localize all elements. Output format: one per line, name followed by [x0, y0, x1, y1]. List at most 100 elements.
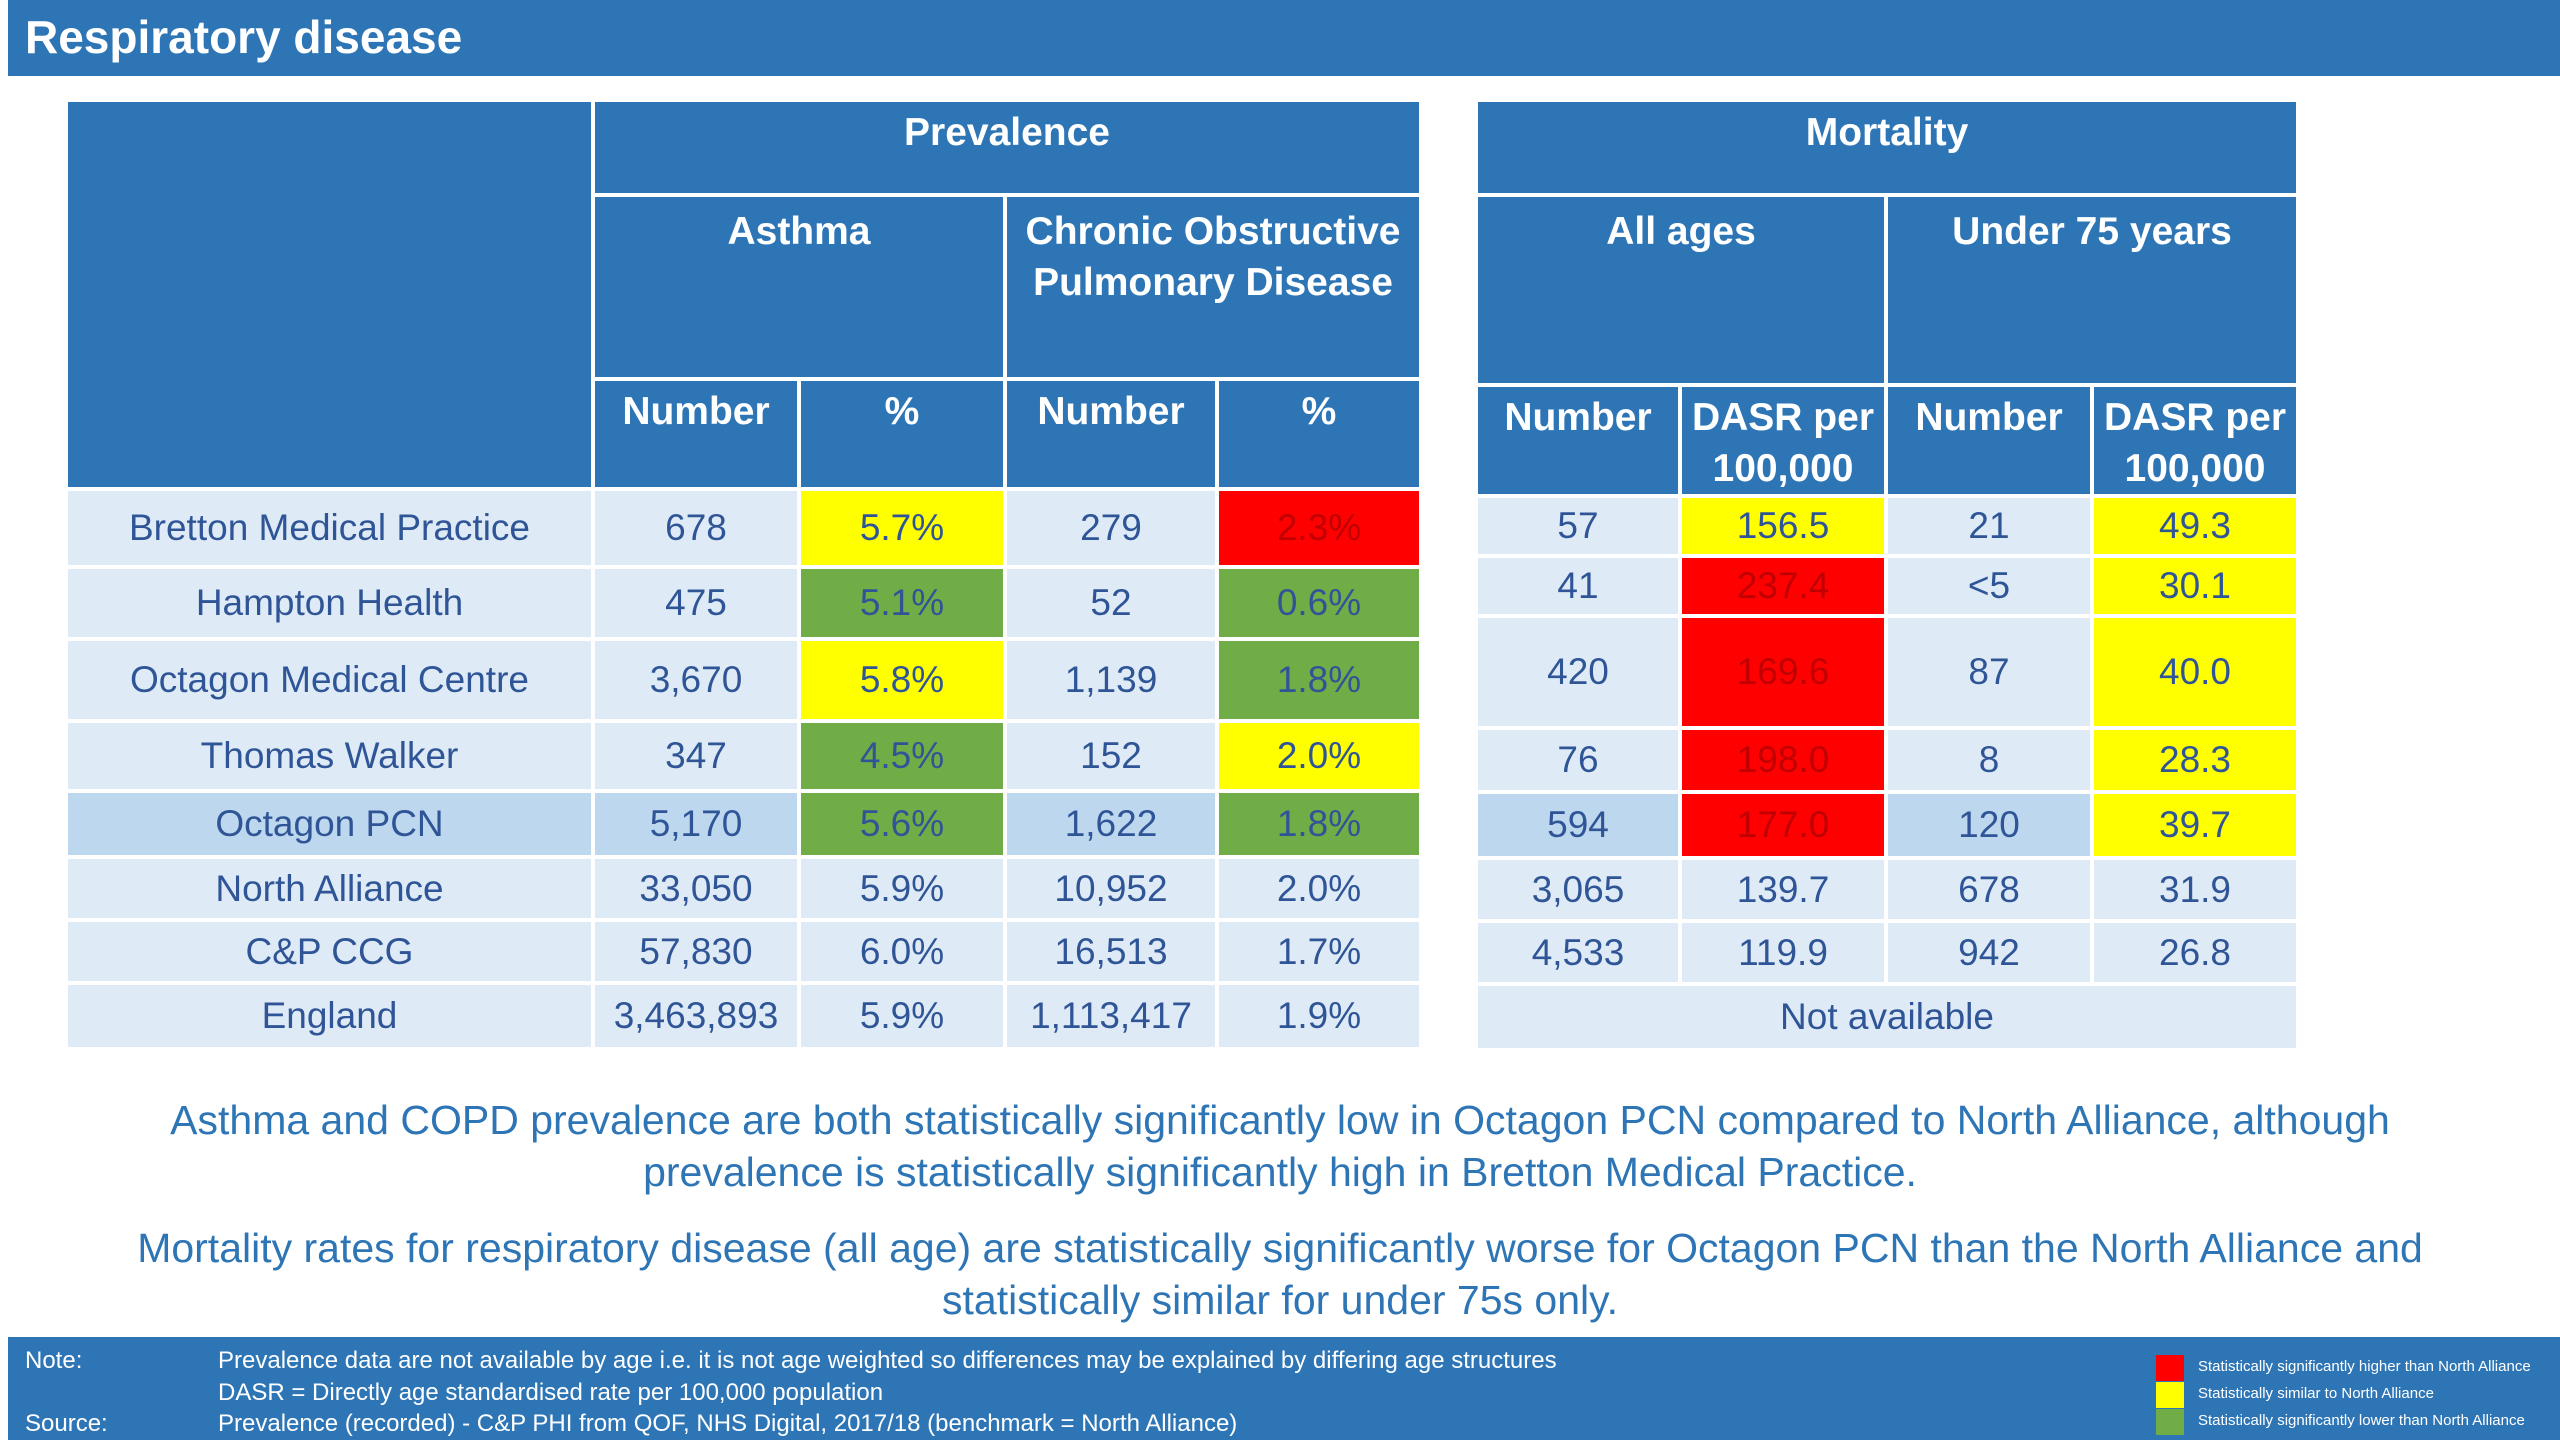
all-ages-dasr-cell: 177.0: [1678, 790, 1888, 861]
mortality-row: 76 198.0 8 28.3: [1474, 726, 2301, 795]
copd-percent-cell: 1.8%: [1215, 637, 1423, 723]
under75-dasr-cell: 31.9: [2089, 856, 2301, 924]
row-name-cell: Octagon Medical Centre: [64, 637, 595, 723]
all-ages-header: All ages: [1474, 193, 1888, 387]
all-ages-number-cell: 420: [1474, 614, 1682, 731]
asthma-percent-cell: 5.9%: [797, 855, 1007, 922]
asthma-percent-cell: 4.5%: [797, 719, 1007, 793]
all-ages-number-cell: 57: [1474, 494, 1682, 559]
prevalence-row: Bretton Medical Practice 678 5.7% 279 2.3%: [64, 487, 1423, 569]
asthma-number-header: Number: [591, 377, 801, 491]
all-ages-dasr-cell: 156.5: [1678, 494, 1888, 559]
row-name-cell: England: [64, 981, 595, 1051]
asthma-percent-cell: 5.7%: [797, 487, 1007, 569]
copd-number-cell: 279: [1003, 487, 1219, 569]
asthma-percent-cell: 5.1%: [797, 565, 1007, 641]
mortality-row: 57 156.5 21 49.3: [1474, 494, 2301, 559]
copd-number-cell: 10,952: [1003, 855, 1219, 922]
row-name-cell: Hampton Health: [64, 565, 595, 641]
prevalence-table: Prevalence Asthma Chronic Obstructive Pu…: [64, 98, 1423, 1051]
copd-number-cell: 1,622: [1003, 789, 1219, 859]
all-ages-dasr-cell: 169.6: [1678, 614, 1888, 731]
prevalence-row: England 3,463,893 5.9% 1,113,417 1.9%: [64, 981, 1423, 1051]
all-ages-dasr-cell: 139.7: [1678, 856, 1888, 924]
summary-paragraph-2: Mortality rates for respiratory disease …: [137, 1225, 2423, 1323]
asthma-number-cell: 678: [591, 487, 801, 569]
copd-percent-cell: 2.0%: [1215, 855, 1423, 922]
under75-dasr-cell: 30.1: [2089, 554, 2301, 619]
mortality-row: 420 169.6 87 40.0: [1474, 614, 2301, 731]
under75-header: Under 75 years: [1883, 193, 2301, 387]
not-available-cell: Not available: [1473, 982, 2301, 1053]
prevalence-row: North Alliance 33,050 5.9% 10,952 2.0%: [64, 855, 1423, 922]
all-ages-number-cell: 76: [1474, 726, 1682, 795]
summary-paragraph-1: Asthma and COPD prevalence are both stat…: [170, 1097, 2390, 1195]
asthma-percent-cell: 5.8%: [797, 637, 1007, 723]
note-label: Note:: [25, 1347, 83, 1374]
footer-notes: Note: Prevalence data are not available …: [8, 1337, 2560, 1440]
mortality-group-header: Mortality: [1473, 98, 2301, 197]
copd-percent-cell: 1.7%: [1215, 918, 1423, 985]
legend-swatch: [2156, 1409, 2184, 1435]
asthma-percent-cell: 5.6%: [797, 789, 1007, 859]
asthma-header: Asthma: [591, 193, 1007, 381]
u75-dasr-header: DASR per 100,000: [2089, 382, 2301, 499]
copd-percent-cell: 0.6%: [1215, 565, 1423, 641]
under75-number-cell: 8: [1884, 726, 2094, 795]
source-line: Prevalence (recorded) - C&P PHI from QOF…: [218, 1410, 1238, 1437]
all-ages-number-cell: 594: [1474, 790, 1682, 861]
legend-label: Statistically significantly higher than …: [2198, 1358, 2531, 1375]
title-bar: Respiratory disease: [8, 0, 2560, 76]
under75-number-cell: 678: [1884, 856, 2094, 924]
under75-dasr-cell: 28.3: [2089, 726, 2301, 795]
copd-percent-cell: 2.0%: [1215, 719, 1423, 793]
asthma-percent-header: %: [797, 377, 1007, 491]
prevalence-row: C&P CCG 57,830 6.0% 16,513 1.7%: [64, 918, 1423, 985]
source-label: Source:: [25, 1410, 108, 1437]
prevalence-row: Hampton Health 475 5.1% 52 0.6%: [64, 565, 1423, 641]
legend-swatch: [2156, 1382, 2184, 1408]
row-name-cell: North Alliance: [64, 855, 595, 922]
all-ages-dasr-cell: 237.4: [1678, 554, 1888, 619]
asthma-number-cell: 3,670: [591, 637, 801, 723]
asthma-number-cell: 33,050: [591, 855, 801, 922]
prevalence-row: Octagon Medical Centre 3,670 5.8% 1,139 1.8%: [64, 637, 1423, 723]
note-line-1: Prevalence data are not available by age…: [218, 1347, 1557, 1374]
copd-percent-cell: 2.3%: [1215, 487, 1423, 569]
copd-number-cell: 152: [1003, 719, 1219, 793]
all-ages-number-cell: 41: [1474, 554, 1682, 619]
under75-dasr-cell: 26.8: [2089, 919, 2301, 987]
row-name-cell: Octagon PCN: [64, 789, 595, 859]
mortality-table: Mortality All ages Under 75 years Number…: [1473, 98, 2301, 1053]
copd-number-header: Number: [1003, 377, 1219, 491]
under75-number-cell: 942: [1884, 919, 2094, 987]
asthma-percent-cell: 6.0%: [797, 918, 1007, 985]
copd-percent-header: %: [1215, 377, 1423, 491]
all-number-header: Number: [1474, 382, 1682, 499]
under75-dasr-cell: 49.3: [2089, 494, 2301, 559]
row-name-cell: Bretton Medical Practice: [64, 487, 595, 569]
legend-label: Statistically similar to North Alliance: [2198, 1385, 2434, 1402]
asthma-number-cell: 5,170: [591, 789, 801, 859]
u75-number-header: Number: [1884, 382, 2094, 499]
all-ages-dasr-cell: 198.0: [1678, 726, 1888, 795]
legend-swatch: [2156, 1355, 2184, 1381]
legend-label: Statistically significantly lower than N…: [2198, 1412, 2525, 1429]
mortality-row: 594 177.0 120 39.7: [1474, 790, 2301, 861]
under75-number-cell: 87: [1884, 614, 2094, 731]
copd-number-cell: 52: [1003, 565, 1219, 641]
mortality-row: 41 237.4 <5 30.1: [1474, 554, 2301, 619]
asthma-percent-cell: 5.9%: [797, 981, 1007, 1051]
all-ages-dasr-cell: 119.9: [1678, 919, 1888, 987]
header-blank-cell: [64, 98, 595, 491]
asthma-number-cell: 347: [591, 719, 801, 793]
under75-number-cell: 21: [1884, 494, 2094, 559]
under75-number-cell: 120: [1884, 790, 2094, 861]
all-ages-number-cell: 4,533: [1474, 919, 1682, 987]
prevalence-row: Octagon PCN 5,170 5.6% 1,622 1.8%: [64, 789, 1423, 859]
prevalence-group-header: Prevalence: [591, 98, 1423, 197]
row-name-cell: Thomas Walker: [64, 719, 595, 793]
copd-percent-cell: 1.9%: [1215, 981, 1423, 1051]
asthma-number-cell: 3,463,893: [591, 981, 801, 1051]
prevalence-row: Thomas Walker 347 4.5% 152 2.0%: [64, 719, 1423, 793]
